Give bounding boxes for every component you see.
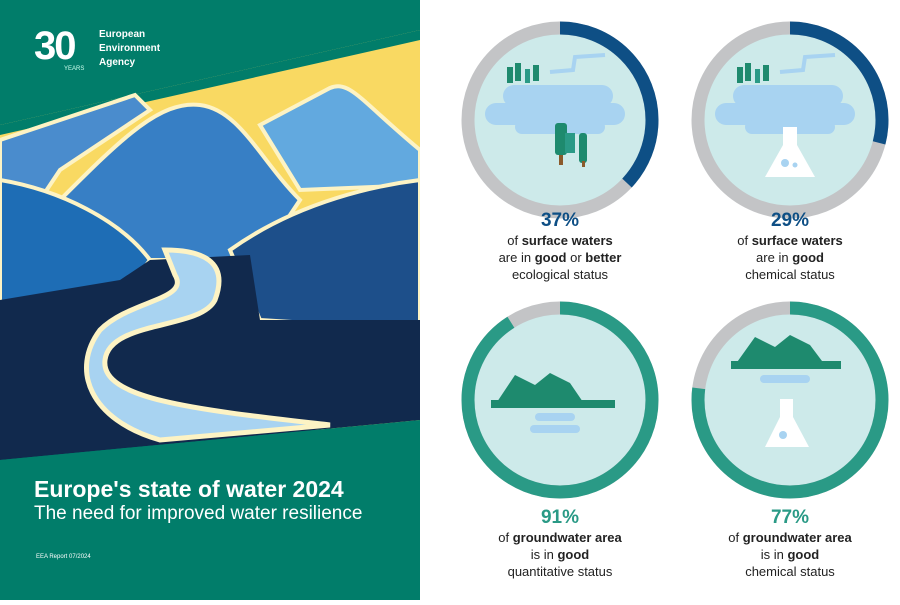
stat-line: chemical status — [675, 563, 900, 580]
stat-caption: 91% of groundwater area is in good quantita… — [445, 507, 675, 580]
agency-line: European — [99, 29, 146, 40]
stat-caption: 37% of surface waters are in good or bette… — [445, 210, 675, 283]
stat-percent: 91% — [540, 507, 580, 528]
stat-text: of — [728, 530, 743, 545]
stat-line: ecological status — [445, 266, 675, 283]
stat-text: quantitative status — [507, 564, 613, 579]
report-subtitle: The need for improved water resilience — [34, 503, 363, 524]
groundwater-flask-icon — [731, 335, 841, 447]
donut-ring — [691, 301, 889, 499]
report-id: EEA Report 07/2024 — [36, 554, 91, 560]
stat-line: of groundwater area — [675, 529, 900, 546]
stat-line: is in good — [675, 546, 900, 563]
ring-value-arc — [691, 301, 889, 499]
ring-value-arc — [461, 301, 659, 499]
donut-ring — [461, 301, 659, 499]
stat-line: of surface waters — [445, 232, 675, 249]
stat-text: chemical status — [745, 564, 835, 579]
stat-text: is in — [760, 547, 788, 562]
stat-emphasis: good — [792, 250, 824, 265]
stat-emphasis: good — [787, 547, 820, 562]
stat-emphasis: better — [585, 250, 622, 265]
stat-percent: 37% — [540, 210, 580, 231]
donut-ring — [691, 21, 889, 219]
stat-text: ecological status — [511, 267, 609, 282]
stat-text: or — [566, 250, 586, 265]
ring-value-arc — [691, 21, 889, 219]
logo-30-years: 30 — [34, 24, 76, 68]
lake-flask-icon — [715, 53, 855, 177]
stat-emphasis: groundwater area — [512, 530, 622, 545]
ring-value-arc — [461, 21, 659, 219]
stat-percent: 77% — [770, 507, 810, 528]
stat-text: of — [737, 233, 752, 248]
lake-trees-icon — [485, 53, 625, 167]
stat-text: of — [507, 233, 522, 248]
logo-years: YEARS — [64, 66, 85, 72]
agency-line: Environment — [99, 43, 161, 54]
stat-emphasis: good — [557, 547, 590, 562]
report-title: Europe's state of water 2024 — [34, 476, 344, 502]
donut-ring — [461, 21, 659, 219]
stat-line: are in good or better — [445, 249, 675, 266]
report-cover: 30 YEARS European Environment Agency Eur… — [0, 0, 422, 600]
stat-emphasis: good — [534, 250, 567, 265]
stat-line: is in good — [445, 546, 675, 563]
stat-emphasis: groundwater area — [742, 530, 852, 545]
agency-line: Agency — [99, 57, 136, 68]
stat-line: chemical status — [675, 266, 900, 283]
stat-text: chemical status — [745, 267, 835, 282]
stat-emphasis: surface waters — [521, 233, 613, 248]
stat-line: are in good — [675, 249, 900, 266]
stat-text: of — [498, 530, 513, 545]
stat-text: are in — [756, 250, 793, 265]
stat-text: are in — [498, 250, 535, 265]
stat-line: of surface waters — [675, 232, 900, 249]
groundwater-hills-icon — [491, 373, 615, 433]
stat-line: quantitative status — [445, 563, 675, 580]
cover-illustration — [0, 0, 422, 600]
stat-emphasis: surface waters — [751, 233, 843, 248]
stat-caption: 29% of surface waters are in good chemical … — [675, 210, 900, 283]
stat-text: is in — [530, 547, 558, 562]
stat-line: of groundwater area — [445, 529, 675, 546]
agency-name: European Environment Agency — [99, 28, 160, 70]
stat-caption: 77% of groundwater area is in good chemical… — [675, 507, 900, 580]
stat-percent: 29% — [770, 210, 810, 231]
